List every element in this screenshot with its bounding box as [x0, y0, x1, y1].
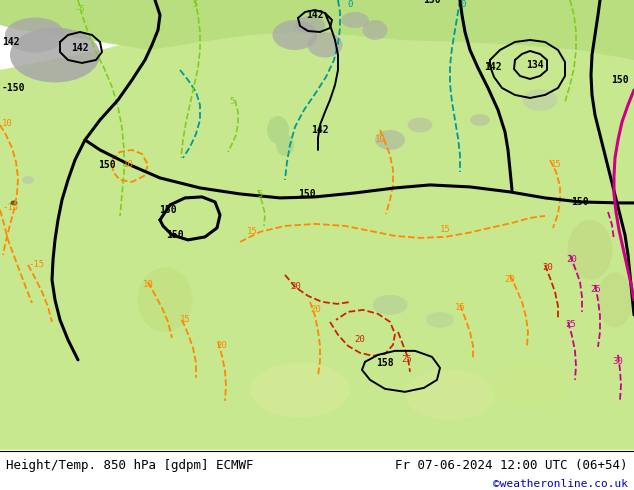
Ellipse shape: [470, 114, 490, 126]
Text: 20: 20: [311, 305, 321, 315]
Ellipse shape: [5, 18, 65, 52]
Text: 142: 142: [311, 125, 329, 135]
Text: 15: 15: [455, 303, 465, 313]
Text: -15: -15: [28, 260, 44, 270]
Text: 30: 30: [612, 357, 623, 367]
Text: 20: 20: [543, 264, 553, 272]
Text: 150: 150: [159, 205, 177, 215]
Text: 150: 150: [611, 75, 629, 85]
Text: 5: 5: [230, 98, 235, 106]
Text: 158: 158: [376, 358, 394, 368]
Text: 15: 15: [550, 160, 561, 170]
Ellipse shape: [567, 220, 612, 280]
Text: Height/Temp. 850 hPa [gdpm] ECMWF: Height/Temp. 850 hPa [gdpm] ECMWF: [6, 459, 254, 471]
Text: 25: 25: [566, 320, 576, 329]
Text: -150: -150: [2, 83, 25, 93]
Text: 10: 10: [375, 135, 385, 145]
Text: 142: 142: [484, 62, 502, 72]
Ellipse shape: [405, 370, 495, 420]
Text: 142: 142: [306, 10, 324, 20]
Ellipse shape: [307, 32, 342, 57]
Text: Fr 07-06-2024 12:00 UTC (06+54): Fr 07-06-2024 12:00 UTC (06+54): [395, 459, 628, 471]
Text: 15: 15: [247, 227, 257, 236]
Ellipse shape: [295, 16, 325, 34]
Ellipse shape: [11, 200, 18, 205]
Text: 15: 15: [439, 225, 450, 234]
Ellipse shape: [341, 12, 369, 28]
Ellipse shape: [597, 272, 633, 327]
Text: 150: 150: [166, 230, 184, 240]
Text: 150: 150: [98, 160, 116, 170]
Text: -15: -15: [2, 203, 18, 213]
Text: 10: 10: [122, 160, 133, 170]
Text: 20: 20: [290, 282, 301, 292]
Text: 20: 20: [567, 255, 578, 265]
Polygon shape: [0, 0, 634, 60]
Text: 15: 15: [179, 316, 190, 324]
Text: 20: 20: [505, 275, 515, 284]
Ellipse shape: [22, 176, 34, 184]
Polygon shape: [0, 5, 634, 450]
Text: 134: 134: [526, 60, 544, 70]
Text: 0: 0: [460, 0, 466, 9]
Ellipse shape: [375, 130, 405, 150]
Ellipse shape: [250, 363, 350, 417]
Text: 20: 20: [217, 342, 228, 350]
Ellipse shape: [363, 20, 387, 40]
Text: 5: 5: [257, 191, 262, 199]
Ellipse shape: [522, 89, 557, 111]
Text: 10: 10: [143, 280, 153, 290]
Text: ©weatheronline.co.uk: ©weatheronline.co.uk: [493, 479, 628, 489]
Text: -5: -5: [75, 5, 86, 15]
Text: 0: 0: [347, 0, 353, 9]
Text: 25: 25: [401, 355, 412, 365]
Text: 142: 142: [2, 37, 20, 47]
Ellipse shape: [490, 363, 570, 407]
Text: 142: 142: [71, 43, 89, 53]
Ellipse shape: [426, 312, 454, 328]
Text: 150: 150: [298, 189, 316, 199]
Text: 20: 20: [354, 335, 365, 344]
Ellipse shape: [276, 134, 294, 156]
Text: 10: 10: [2, 120, 13, 128]
Ellipse shape: [138, 268, 193, 332]
Ellipse shape: [408, 118, 432, 132]
Text: 150: 150: [571, 197, 589, 207]
Text: 5: 5: [192, 0, 198, 9]
Ellipse shape: [373, 295, 408, 315]
Ellipse shape: [273, 20, 318, 50]
Text: 25: 25: [591, 285, 602, 294]
Ellipse shape: [267, 116, 289, 144]
Text: 150: 150: [423, 0, 441, 5]
Ellipse shape: [10, 27, 100, 82]
